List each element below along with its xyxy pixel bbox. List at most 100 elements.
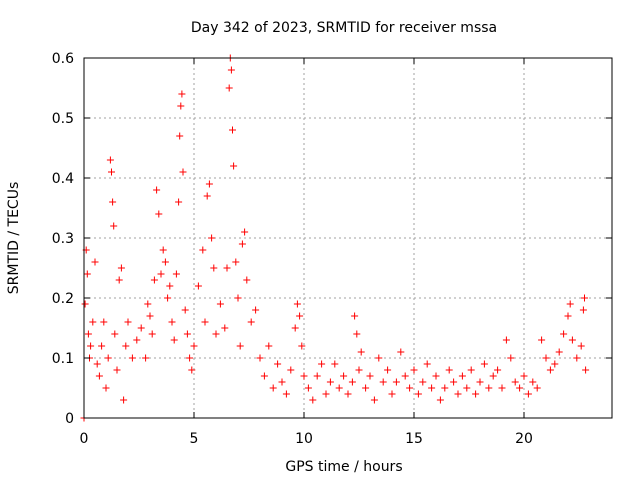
- data-point: [282, 390, 290, 398]
- data-point: [83, 270, 91, 278]
- data-point: [340, 372, 348, 380]
- data-point: [480, 360, 488, 368]
- data-point: [144, 300, 152, 308]
- data-point: [579, 306, 587, 314]
- data-point: [256, 354, 264, 362]
- data-point: [109, 198, 117, 206]
- data-point: [445, 366, 453, 374]
- data-point: [489, 372, 497, 380]
- data-point: [230, 162, 238, 170]
- plot-frame: [83, 57, 613, 419]
- data-point: [379, 378, 387, 386]
- data-point: [291, 324, 299, 332]
- data-point: [414, 390, 422, 398]
- data-point: [362, 384, 370, 392]
- data-point: [203, 192, 211, 200]
- data-point: [366, 372, 374, 380]
- data-point: [529, 378, 537, 386]
- data-point: [137, 324, 145, 332]
- x-tick-label: 20: [515, 431, 533, 447]
- data-point: [148, 330, 156, 338]
- data-point: [344, 390, 352, 398]
- data-point: [102, 384, 110, 392]
- data-point: [450, 378, 458, 386]
- data-point: [91, 258, 99, 266]
- data-point: [234, 294, 242, 302]
- data-point: [538, 336, 546, 344]
- data-point: [533, 384, 541, 392]
- data-point: [243, 276, 251, 284]
- data-point: [124, 318, 132, 326]
- data-point: [463, 384, 471, 392]
- data-point: [188, 366, 196, 374]
- data-point: [348, 378, 356, 386]
- x-tick-label: 10: [295, 431, 313, 447]
- y-tick-label: 0.2: [52, 291, 74, 307]
- data-point: [357, 348, 365, 356]
- data-point: [502, 336, 510, 344]
- data-point: [441, 384, 449, 392]
- y-tick-label: 0.4: [52, 171, 74, 187]
- data-point: [157, 270, 165, 278]
- data-point: [351, 312, 359, 320]
- x-tick-label: 5: [190, 431, 199, 447]
- data-point: [161, 258, 169, 266]
- data-point: [172, 270, 180, 278]
- data-point: [397, 348, 405, 356]
- data-point: [577, 342, 585, 350]
- data-point: [128, 354, 136, 362]
- data-point: [551, 360, 559, 368]
- data-point: [581, 294, 588, 302]
- data-point: [375, 354, 383, 362]
- data-point: [269, 384, 277, 392]
- data-point: [238, 240, 246, 248]
- data-point: [146, 312, 154, 320]
- data-point: [432, 372, 440, 380]
- data-point: [177, 102, 185, 110]
- data-point: [106, 156, 114, 164]
- data-point: [419, 378, 427, 386]
- data-point: [326, 378, 334, 386]
- data-point: [201, 318, 209, 326]
- data-point: [159, 246, 167, 254]
- data-point: [252, 306, 260, 314]
- y-tick-label: 0.6: [52, 51, 74, 67]
- data-point: [454, 390, 462, 398]
- data-point: [331, 360, 339, 368]
- data-point: [221, 324, 229, 332]
- data-point: [212, 330, 220, 338]
- data-point: [183, 330, 191, 338]
- data-point: [186, 354, 194, 362]
- data-point: [494, 366, 502, 374]
- data-point: [309, 396, 317, 404]
- data-point: [436, 396, 444, 404]
- data-point: [247, 318, 255, 326]
- y-tick-label: 0.3: [52, 231, 74, 247]
- data-point: [370, 396, 378, 404]
- data-point: [564, 312, 572, 320]
- data-point: [353, 330, 361, 338]
- data-point: [115, 276, 123, 284]
- data-point: [241, 228, 249, 236]
- data-point: [560, 330, 568, 338]
- data-point: [117, 264, 125, 272]
- data-point: [150, 276, 158, 284]
- data-point: [236, 342, 244, 350]
- data-point: [287, 366, 295, 374]
- data-point: [542, 354, 550, 362]
- y-tick-label: 0.1: [52, 351, 74, 367]
- data-point: [476, 378, 484, 386]
- data-point: [229, 126, 236, 134]
- data-point: [293, 300, 301, 308]
- data-point: [546, 366, 554, 374]
- data-point: [485, 384, 493, 392]
- data-point: [95, 372, 103, 380]
- data-point: [223, 264, 231, 272]
- data-point: [208, 234, 216, 242]
- data-point: [388, 390, 396, 398]
- y-axis-label: SRMTID / TECUs: [6, 182, 22, 295]
- data-point: [555, 348, 563, 356]
- data-point: [93, 360, 101, 368]
- data-point: [210, 264, 218, 272]
- data-point: [216, 300, 224, 308]
